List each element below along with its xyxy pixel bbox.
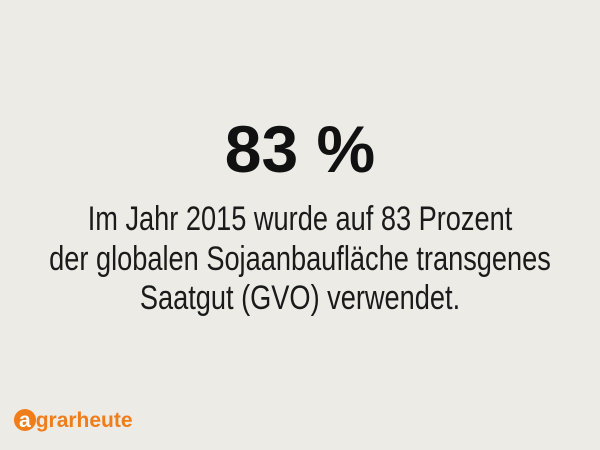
logo-mark xyxy=(14,409,36,431)
logo-rest: grarheute xyxy=(36,409,133,432)
logo-letter: a xyxy=(19,409,31,432)
headline: 83 % xyxy=(225,112,375,186)
logo: a grarheute xyxy=(19,409,133,432)
body-line: der globalen Sojaanbaufläche transgenes xyxy=(49,239,551,278)
body-line: Im Jahr 2015 wurde auf 83 Prozent xyxy=(88,199,513,238)
body-line: Saatgut (GVO) verwendet. xyxy=(140,278,460,317)
body-text: Im Jahr 2015 wurde auf 83 Prozent der gl… xyxy=(49,199,551,317)
